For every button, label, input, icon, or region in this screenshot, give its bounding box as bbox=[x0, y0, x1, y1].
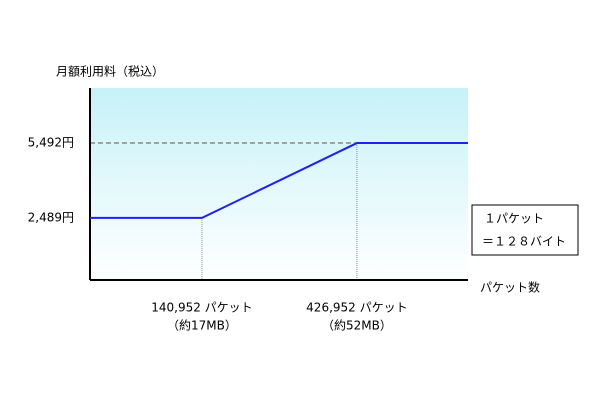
x-axis-label: パケット数 bbox=[480, 280, 540, 295]
data-line bbox=[90, 142, 468, 219]
x-tick-label: 140,952 パケット bbox=[151, 301, 252, 315]
annotation: ＝１２８バイト bbox=[482, 235, 566, 249]
y-tick-label: 5,492円 bbox=[28, 136, 74, 150]
x-tick-note: （約52MB） bbox=[322, 318, 392, 333]
y-axis-label: 月額利用料（税込） bbox=[56, 65, 164, 79]
plot-area bbox=[90, 88, 468, 280]
y-tick-label: 2,489円 bbox=[28, 210, 74, 224]
annotation: １パケット bbox=[484, 212, 544, 226]
x-tick-note: （約17MB） bbox=[167, 318, 237, 333]
x-tick-label: 426,952 パケット bbox=[306, 301, 407, 315]
annotation-box bbox=[471, 204, 579, 256]
